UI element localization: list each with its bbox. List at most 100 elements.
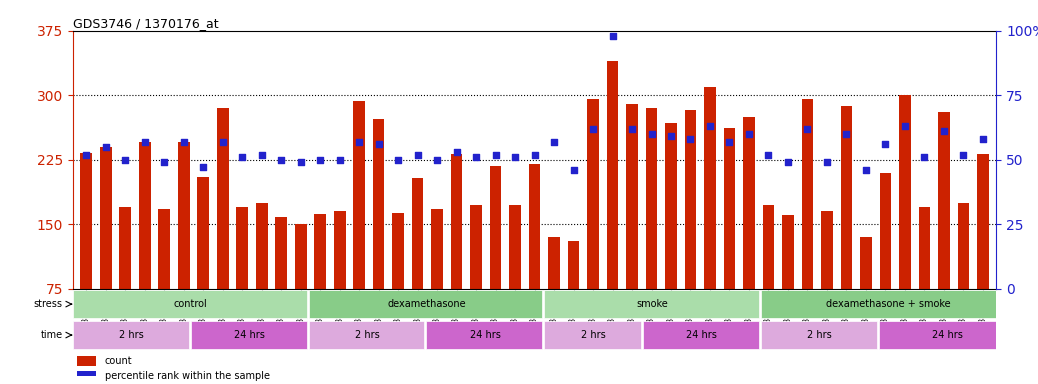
Point bbox=[760, 151, 776, 157]
Bar bbox=[450, 154, 463, 289]
Bar bbox=[77, 371, 95, 381]
Bar bbox=[938, 113, 950, 289]
Point bbox=[371, 141, 387, 147]
Point bbox=[702, 123, 718, 129]
Point bbox=[136, 139, 153, 145]
Bar bbox=[919, 207, 930, 289]
Text: 2 hrs: 2 hrs bbox=[808, 330, 831, 340]
Point bbox=[644, 131, 660, 137]
Bar bbox=[159, 209, 170, 289]
Point bbox=[448, 149, 465, 155]
Bar bbox=[490, 166, 501, 289]
Point bbox=[780, 159, 796, 166]
Bar bbox=[821, 211, 832, 289]
Bar bbox=[588, 99, 599, 289]
Bar bbox=[197, 177, 209, 289]
Bar bbox=[334, 211, 346, 289]
Point bbox=[234, 154, 250, 160]
Point bbox=[175, 139, 192, 145]
Bar bbox=[353, 101, 365, 289]
Text: count: count bbox=[105, 356, 133, 366]
FancyBboxPatch shape bbox=[643, 321, 759, 349]
Bar bbox=[743, 117, 755, 289]
Text: 24 hrs: 24 hrs bbox=[932, 330, 963, 340]
Point bbox=[662, 133, 679, 139]
FancyBboxPatch shape bbox=[308, 290, 543, 318]
Point bbox=[526, 151, 543, 157]
Bar bbox=[412, 178, 424, 289]
Point bbox=[117, 157, 134, 163]
Point bbox=[273, 157, 290, 163]
Point bbox=[624, 126, 640, 132]
FancyBboxPatch shape bbox=[427, 321, 543, 349]
Point bbox=[390, 157, 407, 163]
Point bbox=[955, 151, 972, 157]
Bar bbox=[841, 106, 852, 289]
FancyBboxPatch shape bbox=[191, 321, 306, 349]
Point bbox=[507, 154, 523, 160]
Text: dexamethasone + smoke: dexamethasone + smoke bbox=[826, 299, 951, 309]
Bar bbox=[548, 237, 559, 289]
Text: 24 hrs: 24 hrs bbox=[686, 330, 717, 340]
Bar bbox=[295, 224, 306, 289]
Bar bbox=[801, 99, 814, 289]
Bar bbox=[392, 213, 404, 289]
FancyBboxPatch shape bbox=[761, 321, 876, 349]
Text: 2 hrs: 2 hrs bbox=[355, 330, 380, 340]
Bar bbox=[431, 209, 443, 289]
Bar bbox=[528, 164, 541, 289]
Bar bbox=[704, 87, 716, 289]
Point bbox=[253, 151, 270, 157]
Point bbox=[311, 157, 328, 163]
Text: smoke: smoke bbox=[636, 299, 668, 309]
Point bbox=[857, 167, 874, 173]
Point bbox=[293, 159, 309, 166]
Point bbox=[566, 167, 582, 173]
Bar bbox=[665, 123, 677, 289]
Bar bbox=[685, 110, 696, 289]
Bar bbox=[217, 108, 228, 289]
Text: percentile rank within the sample: percentile rank within the sample bbox=[105, 371, 270, 381]
Point bbox=[429, 157, 445, 163]
Bar bbox=[606, 61, 619, 289]
Point bbox=[935, 128, 952, 134]
Text: stress: stress bbox=[34, 299, 63, 309]
Bar bbox=[723, 128, 735, 289]
Point bbox=[409, 151, 426, 157]
Point bbox=[468, 154, 485, 160]
Point bbox=[838, 131, 854, 137]
Point bbox=[351, 139, 367, 145]
Bar bbox=[275, 217, 288, 289]
Point bbox=[975, 136, 991, 142]
Bar bbox=[470, 205, 482, 289]
Text: control: control bbox=[173, 299, 208, 309]
Point bbox=[331, 157, 348, 163]
FancyBboxPatch shape bbox=[73, 290, 306, 318]
Text: 24 hrs: 24 hrs bbox=[235, 330, 265, 340]
Bar bbox=[77, 356, 95, 366]
FancyBboxPatch shape bbox=[878, 321, 1014, 349]
Text: dexamethasone: dexamethasone bbox=[387, 299, 466, 309]
Point bbox=[799, 126, 816, 132]
Bar bbox=[977, 154, 988, 289]
Point bbox=[721, 139, 738, 145]
Bar bbox=[315, 214, 326, 289]
Point bbox=[487, 151, 503, 157]
Point bbox=[819, 159, 836, 166]
Point bbox=[98, 144, 114, 150]
Bar bbox=[139, 142, 151, 289]
Text: time: time bbox=[40, 330, 63, 340]
FancyBboxPatch shape bbox=[544, 321, 640, 349]
Point bbox=[584, 126, 601, 132]
Bar bbox=[255, 203, 268, 289]
Bar bbox=[237, 207, 248, 289]
Bar bbox=[119, 207, 131, 289]
Bar bbox=[177, 142, 190, 289]
Point bbox=[897, 123, 913, 129]
Bar bbox=[861, 237, 872, 289]
Text: GDS3746 / 1370176_at: GDS3746 / 1370176_at bbox=[73, 17, 218, 30]
Point bbox=[741, 131, 758, 137]
Bar bbox=[100, 147, 112, 289]
Text: 24 hrs: 24 hrs bbox=[470, 330, 501, 340]
Bar bbox=[81, 153, 92, 289]
